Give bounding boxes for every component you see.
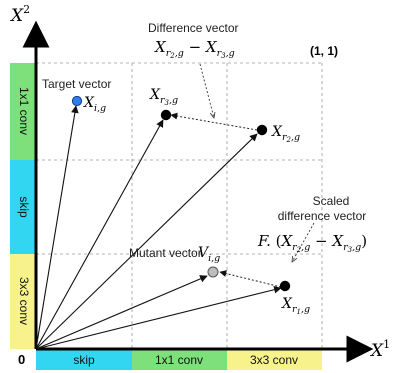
vector-mutant — [35, 275, 208, 350]
target-vector-label: Target vector — [42, 77, 111, 91]
y-region-skip — [10, 160, 36, 254]
x-region-label-1x1conv: 1x1 conv — [155, 353, 203, 367]
scaled-label-line1: Scaled — [313, 194, 350, 208]
y-region-label-1x1conv: 1x1 conv — [17, 87, 31, 135]
y-region-bar: 1x1 conv skip 3x3 conv — [10, 63, 36, 349]
x-region-3x3conv — [227, 349, 322, 370]
vectors — [35, 105, 282, 350]
vector-xr1 — [35, 285, 282, 350]
x-region-bar: skip 1x1 conv 3x3 conv — [36, 349, 322, 370]
corner-label: (1, 1) — [310, 44, 338, 58]
difference-vector-formula: Xr2,g − Xr3,g — [154, 38, 235, 60]
point-target — [71, 95, 83, 107]
point-mutant — [207, 266, 219, 278]
x-region-label-skip: skip — [73, 353, 95, 367]
x-axis-label: X1 — [369, 338, 390, 361]
origin-label: 0 — [18, 352, 25, 367]
scaled-difference-formula: F. (Xr2,g − Xr3,g) — [257, 232, 367, 254]
mutant-vector-label: Mutant vector — [129, 246, 202, 260]
vector-xr3 — [35, 119, 164, 350]
scaled-callout-arrow — [292, 222, 315, 262]
label-xr2-point: Xr2,g — [271, 124, 300, 144]
x-region-label-3x3conv: 3x3 conv — [250, 353, 298, 367]
grid — [36, 62, 323, 349]
y-region-label-skip: skip — [17, 196, 31, 218]
label-xr1-point: Xr1,g — [281, 296, 310, 316]
label-target-point: Xi,g — [83, 95, 106, 114]
y-region-3x3conv — [10, 254, 36, 349]
x-region-1x1conv — [132, 349, 227, 370]
vector-target — [35, 105, 79, 350]
difference-vector-label: Difference vector — [148, 21, 239, 35]
y-region-1x1conv — [10, 63, 36, 160]
y-axis-label: X2 — [9, 3, 30, 26]
vector-xr2 — [35, 133, 258, 350]
y-region-label-3x3conv: 3x3 conv — [17, 277, 31, 325]
point-xr2 — [256, 124, 268, 136]
scaled-label-line2: difference vector — [278, 209, 367, 223]
x-region-skip — [36, 349, 132, 370]
label-mutant-point: Vi,g — [198, 245, 220, 264]
point-xr1 — [279, 280, 291, 292]
point-xr3 — [160, 109, 172, 121]
difference-callout-arrow — [199, 63, 214, 118]
difference-arrow — [170, 112, 258, 131]
label-xr3-point: Xr3,g — [149, 87, 178, 107]
scaled-difference-arrow — [219, 270, 282, 288]
